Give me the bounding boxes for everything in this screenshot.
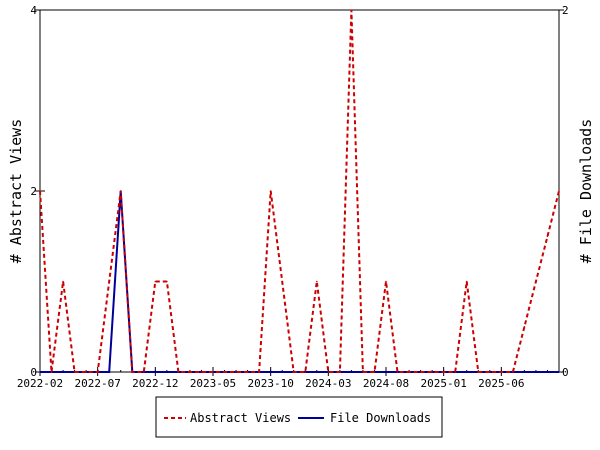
data-point-abstract-views — [212, 371, 214, 373]
data-point-abstract-views — [327, 371, 330, 373]
data-point-abstract-views — [350, 9, 353, 11]
x-tick-label: 2024-08 — [363, 377, 409, 390]
y-left-tick-label: 0 — [30, 366, 37, 379]
data-point-abstract-views — [281, 280, 284, 283]
data-point-abstract-views — [292, 371, 295, 373]
data-point-abstract-views — [50, 371, 53, 373]
legend-label-file-downloads: File Downloads — [330, 411, 431, 425]
data-point-abstract-views — [535, 280, 537, 283]
data-point-abstract-views — [431, 371, 433, 373]
data-point-abstract-views — [166, 280, 168, 283]
x-tick-label: 2022-07 — [74, 377, 120, 390]
data-point-file-downloads — [281, 371, 284, 373]
data-point-file-downloads — [350, 371, 353, 373]
data-point-abstract-views — [316, 280, 318, 283]
data-point-abstract-views — [477, 371, 480, 373]
x-axis: 2022-02 2022-07 2022-12 2023-05 2023-10 2024-… — [17, 367, 560, 390]
data-point-abstract-views — [269, 190, 272, 192]
data-point-abstract-views — [131, 371, 134, 373]
data-point-file-downloads — [385, 371, 387, 373]
data-point-abstract-views — [108, 280, 110, 283]
data-point-file-downloads — [154, 371, 157, 373]
data-point-abstract-views — [373, 371, 376, 373]
data-point-abstract-views — [396, 371, 399, 373]
legend: Abstract Views File Downloads — [155, 396, 443, 438]
data-point-file-downloads — [465, 371, 468, 373]
x-tick-label: 2025-06 — [478, 377, 524, 390]
y-right-tick-label: 0 — [562, 366, 569, 379]
data-point-abstract-views — [558, 190, 560, 192]
plot-frame — [39, 9, 560, 373]
data-point-abstract-views — [39, 190, 41, 192]
data-point-abstract-views — [119, 190, 122, 192]
data-point-abstract-views — [189, 371, 191, 373]
data-point-abstract-views — [85, 371, 87, 373]
data-point-abstract-views — [154, 280, 157, 283]
data-point-file-downloads — [316, 371, 318, 373]
data-point-abstract-views — [177, 371, 180, 373]
data-point-abstract-views — [523, 325, 526, 328]
data-point-abstract-views — [512, 371, 514, 373]
x-tick-label: 2025-01 — [420, 377, 466, 390]
data-point-abstract-views — [362, 371, 364, 373]
data-point-abstract-views — [339, 371, 341, 373]
data-point-abstract-views — [385, 280, 387, 283]
data-point-abstract-views — [235, 371, 237, 373]
data-point-abstract-views — [419, 371, 422, 373]
series-line-abstract-views — [39, 9, 560, 373]
data-point-abstract-views — [73, 371, 76, 373]
x-tick-label: 2022-02 — [17, 377, 63, 390]
data-point-file-downloads — [269, 371, 272, 373]
data-point-file-downloads — [558, 371, 560, 373]
y-left-tick-label: 2 — [30, 185, 37, 198]
data-point-abstract-views — [408, 371, 410, 373]
legend-label-abstract-views: Abstract Views — [190, 411, 291, 425]
data-point-abstract-views — [143, 371, 145, 373]
data-point-file-downloads — [108, 371, 110, 373]
data-point-abstract-views — [465, 280, 468, 283]
data-point-file-downloads — [39, 371, 41, 373]
y-right-tick-label: 2 — [562, 4, 569, 17]
x-tick-label: 2023-10 — [247, 377, 293, 390]
data-point-file-downloads — [535, 371, 537, 373]
x-tick-label: 2023-05 — [190, 377, 236, 390]
data-point-abstract-views — [200, 371, 203, 373]
data-point-file-downloads — [523, 371, 526, 373]
data-point-abstract-views — [96, 371, 99, 373]
series-layer — [39, 9, 560, 373]
y-axis-right-title: # File Downloads — [577, 119, 595, 264]
x-tick-label: 2024-03 — [305, 377, 351, 390]
data-point-abstract-views — [62, 280, 64, 283]
data-point-file-downloads — [166, 371, 168, 373]
data-point-abstract-views — [246, 371, 249, 373]
data-point-abstract-views — [500, 371, 503, 373]
data-point-abstract-views — [489, 371, 491, 373]
data-point-file-downloads — [546, 371, 549, 373]
data-point-abstract-views — [304, 371, 307, 373]
data-point-abstract-views — [546, 235, 549, 238]
data-point-abstract-views — [258, 371, 260, 373]
data-point-abstract-views — [454, 371, 457, 373]
y-axis-left-title: # Abstract Views — [7, 119, 25, 264]
data-point-file-downloads — [62, 371, 64, 373]
x-tick-label: 2022-12 — [132, 377, 178, 390]
y-left-tick-label: 4 — [30, 4, 37, 17]
data-point-abstract-views — [223, 371, 226, 373]
data-point-abstract-views — [442, 371, 445, 373]
